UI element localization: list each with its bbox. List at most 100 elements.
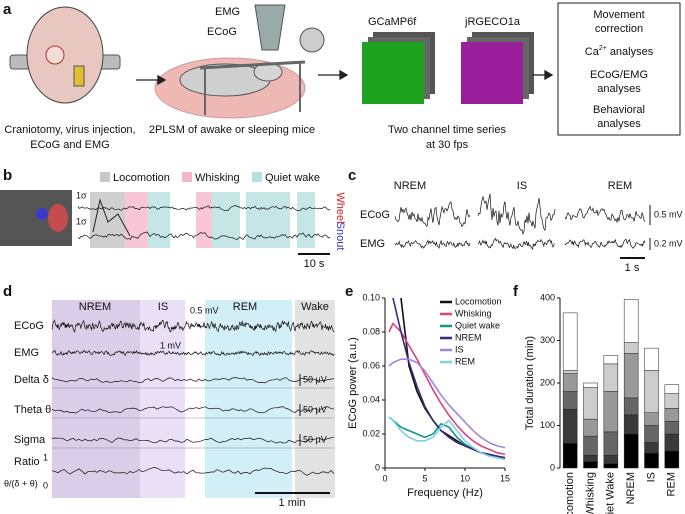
signal-trace (51, 319, 335, 333)
channel-label: Ratio (14, 456, 40, 468)
box-text: analyses (597, 118, 641, 130)
channel-label: EMG (14, 347, 39, 359)
panel-label: c (348, 167, 356, 184)
bar-segment (562, 443, 578, 469)
tick-label: 1 (43, 452, 48, 462)
panel-label: b (3, 167, 12, 184)
bar-segment (623, 342, 639, 354)
series-line (388, 416, 506, 461)
box-text: analyses (597, 83, 641, 95)
scale-label: 0.5 mV (190, 305, 219, 315)
channel-label: Wheel (334, 192, 346, 223)
box-text: Movement (593, 9, 644, 21)
legend-label: Locomotion (455, 296, 502, 306)
roi (36, 208, 48, 220)
state-label: NREM (79, 301, 111, 313)
box-text: ECoG/EMG (590, 69, 648, 81)
caption: Craniotomy, virus injection, (4, 124, 135, 136)
state-label: IS (517, 180, 527, 192)
bar-segment (623, 299, 639, 343)
signal-trace (51, 406, 335, 414)
legend-swatch (100, 172, 110, 182)
bar-segment (583, 387, 598, 420)
y-tick-label: 300 (540, 335, 555, 345)
y-axis-label: Total duration (min) (524, 336, 536, 430)
bar-segment (664, 433, 680, 452)
scale-label: 1σ (76, 190, 87, 200)
panel-label: a (3, 1, 12, 18)
y-tick-label: 0.04 (362, 394, 380, 404)
signal-trace (394, 201, 471, 228)
x-tick-label: REM (666, 472, 678, 496)
state-band (140, 300, 185, 498)
label: ECoG (207, 26, 237, 38)
legend-swatch (182, 172, 192, 182)
channel-label: Snout (334, 222, 346, 251)
bar-segment (562, 409, 578, 444)
x-tick-label: NREM (625, 472, 637, 504)
bar-segment (623, 433, 639, 469)
x-axis-label: Frequency (Hz) (407, 487, 483, 499)
y-tick-label: 0.02 (362, 428, 380, 438)
state-band (297, 192, 315, 248)
panel-a-art (9, 2, 681, 136)
scale-label: 1 mV (160, 340, 181, 350)
legend-label: Quiet wake (455, 320, 500, 330)
tick-label: 0 (43, 480, 48, 490)
legend-label: Whisking (455, 308, 492, 318)
bar-segment (664, 393, 680, 409)
bar-segment (603, 431, 619, 456)
scale-label: 50 µV (303, 434, 327, 444)
legend-label: IS (455, 344, 464, 354)
scale-label: 1σ (76, 216, 87, 226)
scale-label: 0.5 mV (654, 209, 683, 219)
panel-label: e (345, 283, 353, 300)
box-text: Behavioral (593, 104, 645, 116)
signal-trace (477, 193, 556, 235)
bar-segment (562, 373, 578, 392)
bar-segment (664, 408, 680, 422)
channel-label: ECoG (360, 209, 390, 221)
signal-trace (477, 237, 555, 250)
state-band (205, 300, 292, 498)
x-tick-label: Whisking (584, 472, 596, 514)
bar-segment (562, 370, 578, 374)
state-label: NREM (394, 180, 426, 192)
bar-segment (603, 463, 619, 469)
legend-label: Whisking (195, 172, 240, 184)
panel-label: f (513, 283, 519, 300)
scale-label: 50 µV (303, 404, 327, 414)
scale-label: 0.2 mV (654, 238, 683, 248)
bar-segment (623, 353, 639, 399)
y-tick-label: 200 (540, 377, 555, 387)
caption: at 30 fps (426, 139, 469, 151)
caption: Two channel time series (388, 124, 506, 136)
y-axis-label: ECoG power (a.u.) (347, 337, 359, 429)
signal-trace (77, 204, 331, 212)
state-label: REM (233, 301, 257, 313)
bar-segment (644, 452, 659, 469)
bar-segment (583, 435, 598, 456)
bar-segment (603, 455, 619, 464)
bar-segment (583, 455, 598, 462)
state-label: Wake (301, 301, 329, 313)
signal-trace (564, 238, 646, 249)
state-band (148, 192, 170, 248)
legend-label: Quiet wake (265, 172, 320, 184)
signal-trace (51, 467, 335, 476)
y-tick-label: 0.08 (362, 326, 380, 336)
bar-segment (644, 442, 659, 454)
label: GCaMP6f (368, 16, 417, 28)
channel-label: Theta θ (14, 404, 51, 416)
bar-segment (664, 421, 680, 435)
channel-label: Sigma (14, 434, 46, 446)
state-band (246, 192, 290, 248)
y-tick-label: 400 (540, 292, 555, 302)
bar-segment (644, 425, 659, 443)
legend-swatch (252, 172, 262, 182)
bar-segment (562, 391, 578, 410)
scale-label: 50 µV (303, 374, 327, 384)
bar-segment (623, 397, 639, 416)
caption: ECoG and EMG (30, 139, 109, 151)
